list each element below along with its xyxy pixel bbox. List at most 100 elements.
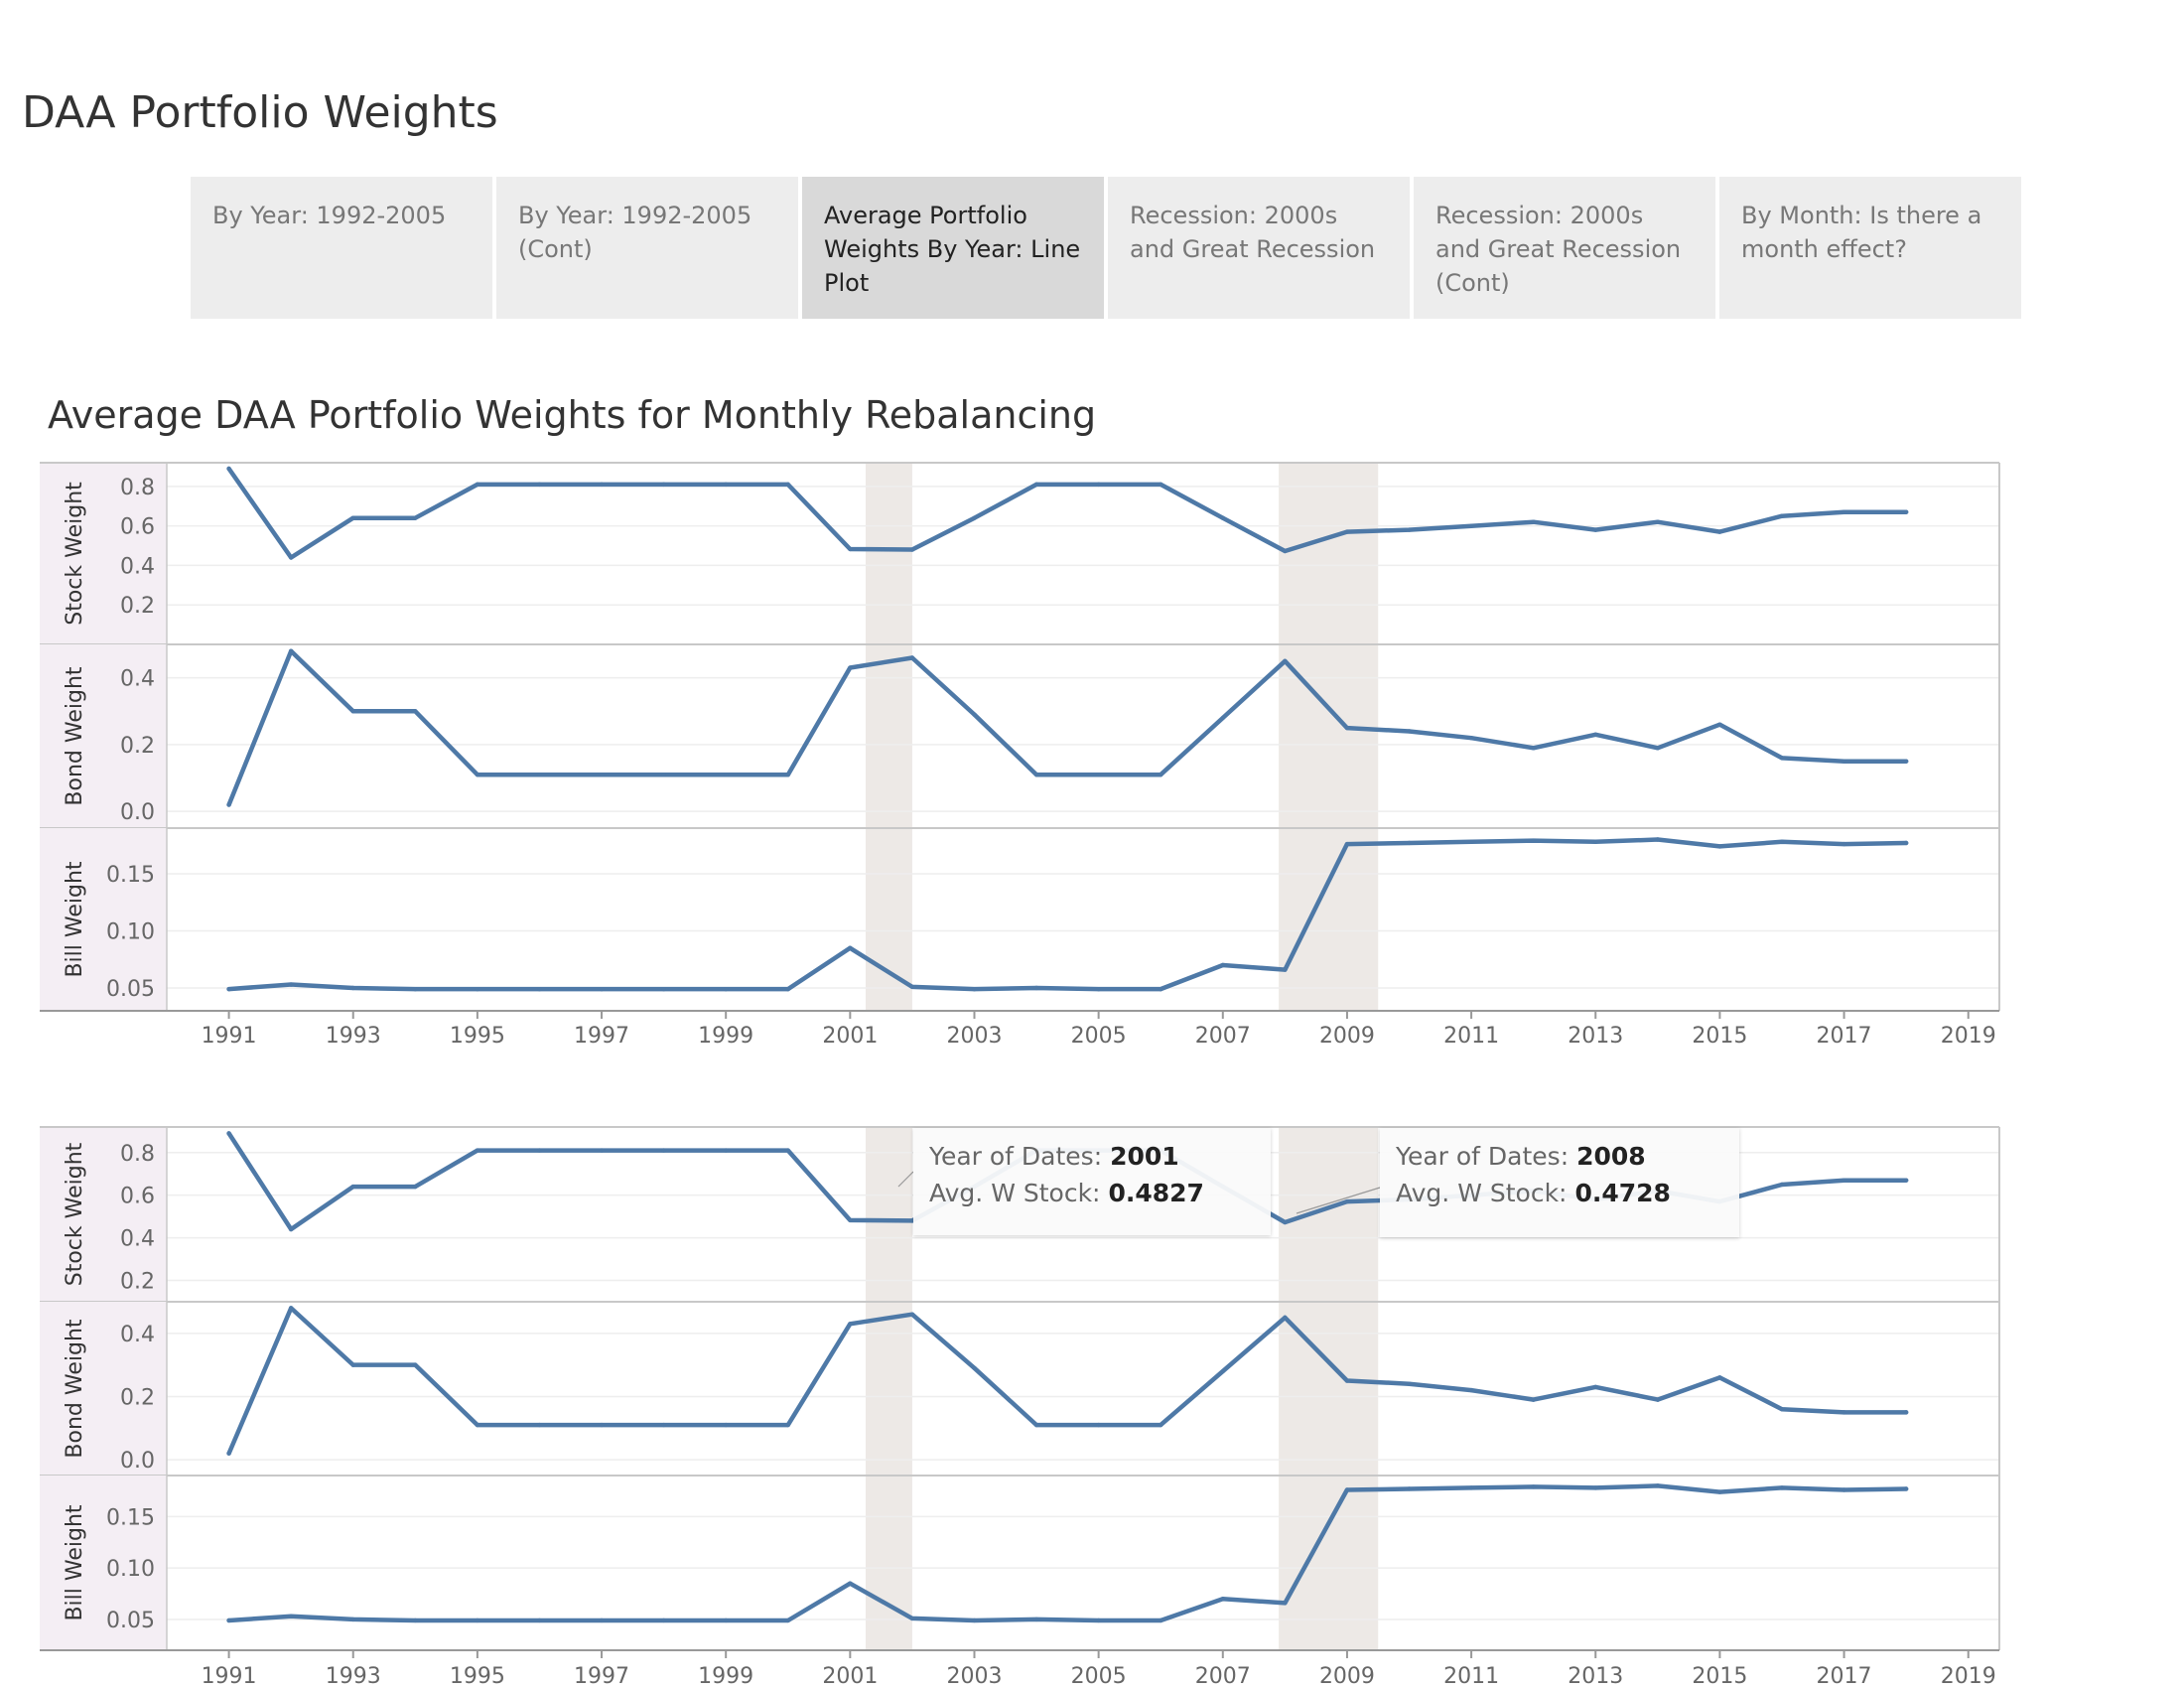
- data-point: [848, 546, 853, 552]
- panel-bill-weight: 0.05 0.10 0.15 Bill Weight: [40, 1476, 1999, 1651]
- tab-recession[interactable]: Recession: 2000s and Great Recession: [1108, 177, 1410, 319]
- data-point: [1096, 482, 1101, 488]
- data-point: [537, 1148, 542, 1153]
- x-tick-label: 1999: [698, 1024, 753, 1049]
- data-point: [1903, 759, 1909, 764]
- data-point: [1531, 746, 1536, 751]
- tab-line-plot[interactable]: Average Portfolio Weights By Year: Line …: [802, 177, 1104, 319]
- y-tick-label: 0.8: [120, 476, 155, 500]
- data-point: [909, 1312, 915, 1317]
- y-tick-label: 0.2: [120, 1270, 155, 1295]
- data-point: [1531, 1397, 1536, 1402]
- tab-recession-cont[interactable]: Recession: 2000s and Great Recession (Co…: [1414, 177, 1715, 319]
- data-point: [723, 986, 729, 992]
- data-point: [1593, 839, 1598, 844]
- data-point: [1283, 658, 1288, 664]
- y-tick-label: 0.6: [120, 1185, 155, 1209]
- y-tick-label: 0.2: [120, 1385, 155, 1410]
- x-axis: 1991 1993 1995 1997 1999 2001 2003 2005 2007 2009…: [40, 1649, 1999, 1688]
- row-header: [40, 644, 167, 828]
- y-axis-title: Stock Weight: [63, 482, 87, 626]
- x-tick-label: 2003: [946, 1664, 1002, 1688]
- tooltip-2001: Year of Dates: 2001 Avg. W Stock: 0.4827: [913, 1128, 1271, 1235]
- data-point: [599, 1618, 605, 1623]
- data-point: [1717, 1375, 1722, 1380]
- data-point: [723, 1422, 729, 1428]
- y-tick-label: 0.10: [106, 1557, 155, 1582]
- data-point: [909, 1616, 915, 1621]
- data-point: [1779, 1485, 1785, 1490]
- data-point: [1344, 1378, 1350, 1383]
- data-point: [1779, 513, 1785, 518]
- data-point: [1531, 519, 1536, 524]
- x-tick-label: 1997: [574, 1024, 629, 1049]
- data-point: [1159, 1618, 1163, 1623]
- y-tick-label: 0.2: [120, 734, 155, 759]
- panel-bond-weight: 0.0 0.2 0.4 Bond Weight: [40, 1302, 1999, 1477]
- data-point: [1220, 962, 1225, 968]
- data-point: [1779, 1182, 1785, 1188]
- x-tick-label: 1997: [574, 1664, 629, 1688]
- data-point: [785, 1148, 790, 1153]
- data-point: [1159, 482, 1163, 488]
- data-point: [1717, 1489, 1722, 1494]
- y-axis-title: Bill Weight: [63, 1504, 87, 1620]
- data-point: [413, 515, 418, 520]
- data-point: [475, 1422, 480, 1428]
- data-point: [1283, 967, 1288, 972]
- x-tick-label: 2011: [1443, 1664, 1499, 1688]
- panel-stock-weight: 0.2 0.4 0.6 0.8 Stock Weight: [40, 463, 1999, 645]
- tab-by-month[interactable]: By Month: Is there a month effect?: [1719, 177, 2021, 319]
- tooltip-leader: [897, 1171, 914, 1188]
- data-point: [723, 482, 729, 488]
- data-point: [1468, 735, 1474, 741]
- data-point: [1655, 1483, 1661, 1488]
- data-point: [475, 986, 480, 992]
- data-point: [661, 1422, 666, 1428]
- x-tick-label: 2015: [1692, 1024, 1747, 1049]
- data-point: [1096, 986, 1101, 992]
- data-point: [1407, 1486, 1412, 1491]
- data-point: [1903, 1486, 1909, 1491]
- data-point: [1096, 772, 1101, 777]
- data-point: [1468, 1485, 1474, 1490]
- tab-by-year-cont[interactable]: By Year: 1992-2005 (Cont): [496, 177, 798, 319]
- x-tick-label: 1995: [450, 1664, 505, 1688]
- data-point: [1407, 527, 1412, 532]
- data-point: [1655, 1397, 1661, 1402]
- data-point: [1033, 1422, 1039, 1428]
- series-line: [226, 648, 1909, 807]
- x-tick-label: 2001: [822, 1024, 878, 1049]
- data-point: [599, 1422, 605, 1428]
- x-tick-label: 2019: [1941, 1024, 1996, 1049]
- recession-band-1: [865, 1127, 912, 1650]
- data-point: [972, 515, 977, 520]
- tab-by-year[interactable]: By Year: 1992-2005: [191, 177, 492, 319]
- data-point: [1842, 759, 1846, 764]
- data-point: [350, 1362, 355, 1367]
- data-point: [1407, 1381, 1412, 1386]
- data-point: [1407, 729, 1412, 734]
- row-header: [40, 1476, 167, 1650]
- x-tick-label: 2009: [1319, 1024, 1375, 1049]
- series-line: [226, 466, 1909, 560]
- y-tick-label: 0.10: [106, 920, 155, 945]
- tooltip-leader: [1296, 1187, 1381, 1214]
- data-point: [226, 1451, 231, 1456]
- data-point: [1903, 509, 1909, 514]
- data-point: [723, 1148, 729, 1153]
- data-point: [1842, 1410, 1846, 1415]
- data-point: [972, 712, 977, 717]
- data-point: [1468, 839, 1474, 844]
- data-point: [785, 772, 790, 777]
- data-point: [848, 1217, 853, 1223]
- data-point: [1220, 1368, 1225, 1374]
- recession-band-2: [1279, 463, 1379, 1011]
- data-point: [537, 482, 542, 488]
- data-point: [288, 555, 294, 560]
- data-point: [475, 1148, 480, 1153]
- data-point: [785, 1618, 790, 1623]
- data-point: [1283, 1601, 1288, 1606]
- x-tick-label: 1995: [450, 1024, 505, 1049]
